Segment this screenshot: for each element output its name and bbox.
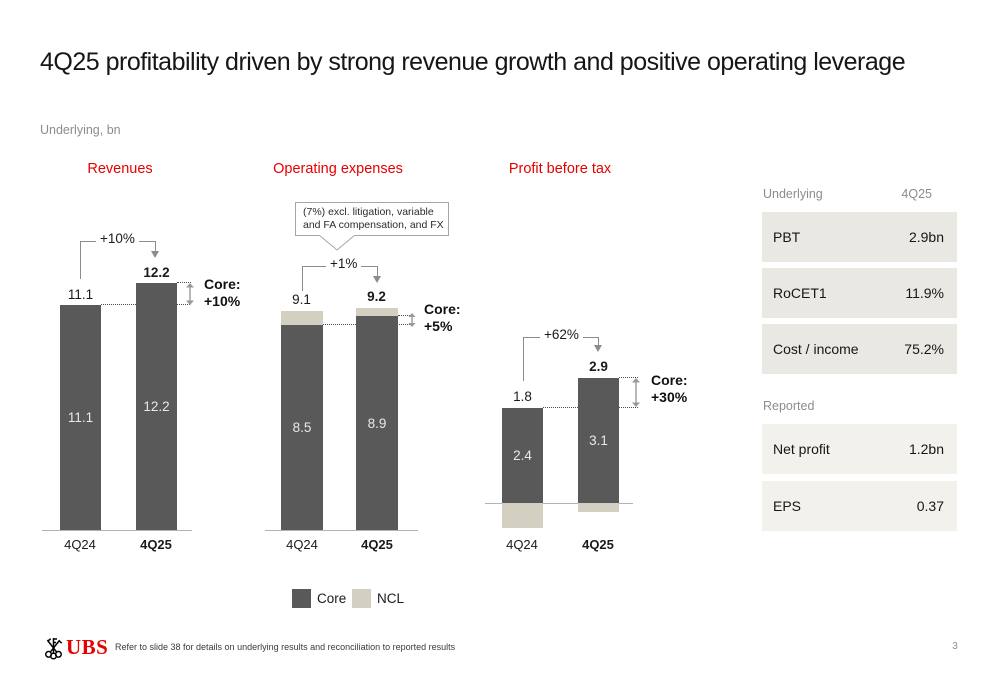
growth-bracket-leg <box>377 266 378 277</box>
row-value: 2.9bn <box>908 229 944 245</box>
row-label: EPS <box>773 498 802 514</box>
legend-swatch-core <box>292 589 311 608</box>
bar-opex-4q25-ncl <box>356 308 398 316</box>
bar-value-label: 8.9 <box>367 415 387 431</box>
callout-pointer-icon <box>318 235 356 251</box>
x-axis-pbt <box>485 503 633 504</box>
row-label: RoCET1 <box>773 285 827 301</box>
bar-pbt-4q24-ncl-negative <box>502 503 543 528</box>
bar-value-label: 3.1 <box>589 433 608 448</box>
total-label-revenues-4q24: 11.1 <box>67 287 94 302</box>
row-label: PBT <box>773 229 801 245</box>
opex-callout: (7%) excl. litigation, variable and FA c… <box>295 202 449 236</box>
core-growth-note-opex: Core: +5% <box>424 301 461 334</box>
chart-title-revenues: Revenues <box>87 161 153 177</box>
core-note-label: Core: <box>651 372 688 388</box>
bar-value-label: 2.4 <box>513 448 532 463</box>
core-note-label: Core: <box>204 276 241 292</box>
x-tick-revenues-4q25: 4Q25 <box>140 537 172 552</box>
table-row-rocet1: RoCET1 11.9% <box>762 268 957 318</box>
dotted-line-current-level <box>398 315 414 316</box>
growth-bracket-leg <box>155 241 156 252</box>
bar-opex-4q24-core: 8.5 <box>281 325 323 530</box>
chart-title-pbt: Profit before tax <box>508 161 612 177</box>
x-tick-opex-4q24: 4Q24 <box>286 537 318 552</box>
core-note-value: +5% <box>424 317 453 334</box>
bar-opex-4q24-ncl <box>281 311 323 325</box>
bar-pbt-4q25-ncl-negative <box>578 503 619 512</box>
core-delta-arrow-icon <box>186 283 194 305</box>
total-label-revenues-4q25: 12.2 <box>143 265 170 280</box>
x-tick-pbt-4q24: 4Q24 <box>506 537 538 552</box>
table-row-eps: EPS 0.37 <box>762 481 957 531</box>
total-label-opex-4q24: 9.1 <box>292 292 311 307</box>
footnote: Refer to slide 38 for details on underly… <box>115 642 456 652</box>
growth-label-pbt: +62% <box>540 327 583 342</box>
growth-label-opex: +1% <box>326 256 362 271</box>
total-label-pbt-4q24: 1.8 <box>513 389 532 404</box>
x-tick-opex-4q25: 4Q25 <box>361 537 393 552</box>
bar-pbt-4q25-core: 3.1 <box>578 378 619 503</box>
legend-label-ncl: NCL <box>377 591 405 606</box>
table-row-cost-income: Cost / income 75.2% <box>762 324 957 374</box>
growth-bracket-leg <box>598 337 599 346</box>
table-header-underlying: Underlying <box>763 187 823 201</box>
growth-label-revenues: +10% <box>96 231 139 246</box>
ubs-logo-text: UBS <box>66 635 109 659</box>
row-label: Cost / income <box>773 341 859 357</box>
row-value: 1.2bn <box>908 441 944 457</box>
growth-bracket-leg <box>302 266 303 291</box>
bar-value-label: 11.1 <box>67 410 94 425</box>
bar-revenues-4q24-core: 11.1 <box>60 305 101 530</box>
callout-line2: and FA compensation, and FX <box>303 219 444 231</box>
bar-value-label: 12.2 <box>143 399 170 414</box>
core-note-label: Core: <box>424 301 461 317</box>
arrow-down-icon <box>594 345 602 352</box>
bar-revenues-4q25-core: 12.2 <box>136 283 177 530</box>
row-label: Net profit <box>773 441 830 457</box>
legend-swatch-ncl <box>352 589 371 608</box>
page-number: 3 <box>952 641 958 652</box>
dotted-line-current-level <box>177 282 191 283</box>
ubs-keys-logo-icon <box>45 638 63 660</box>
core-delta-arrow-icon <box>632 378 640 407</box>
table-row-net-profit: Net profit 1.2bn <box>762 424 957 474</box>
table-header-period: 4Q25 <box>901 187 932 201</box>
bar-pbt-4q24-core: 2.4 <box>502 408 543 503</box>
core-growth-note-pbt: Core: +30% <box>651 372 688 405</box>
x-tick-revenues-4q24: 4Q24 <box>64 537 96 552</box>
row-value: 0.37 <box>916 498 944 514</box>
total-label-pbt-4q25: 2.9 <box>589 359 608 374</box>
row-value: 75.2% <box>904 341 944 357</box>
units-note: Underlying, bn <box>40 123 121 137</box>
arrow-down-icon <box>373 276 381 283</box>
callout-line1: (7%) excl. litigation, variable <box>303 206 434 218</box>
chart-title-opex: Operating expenses <box>273 161 403 177</box>
dotted-line-current-level <box>619 377 638 378</box>
x-axis-revenues <box>42 530 192 531</box>
core-note-value: +10% <box>204 292 241 309</box>
table-row-pbt: PBT 2.9bn <box>762 212 957 262</box>
bar-value-label: 8.5 <box>292 420 312 435</box>
x-axis-opex <box>265 530 418 531</box>
bar-opex-4q25-core: 8.9 <box>356 316 398 530</box>
core-growth-note-revenues: Core: +10% <box>204 276 241 309</box>
core-delta-arrow-icon <box>408 313 416 327</box>
growth-bracket-leg <box>523 337 524 381</box>
page-title: 4Q25 profitability driven by strong reve… <box>40 48 906 76</box>
legend-label-core: Core <box>317 591 347 606</box>
core-note-value: +30% <box>651 388 688 405</box>
row-value: 11.9% <box>905 285 944 301</box>
growth-bracket-leg <box>80 241 81 279</box>
table-header-reported: Reported <box>763 399 815 413</box>
x-tick-pbt-4q25: 4Q25 <box>582 537 614 552</box>
arrow-down-icon <box>151 251 159 258</box>
total-label-opex-4q25: 9.2 <box>367 289 386 304</box>
